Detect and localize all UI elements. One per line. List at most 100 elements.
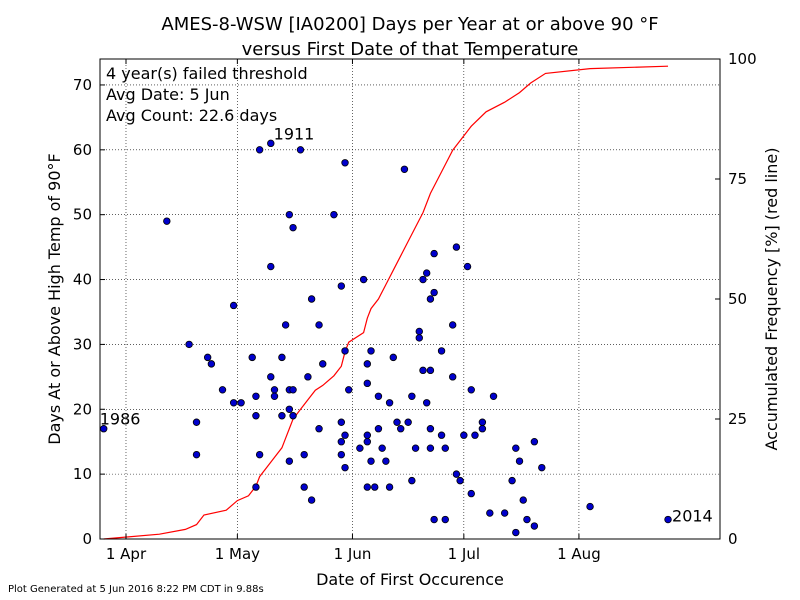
data-point <box>523 515 531 524</box>
data-point <box>319 360 327 368</box>
data-point <box>363 431 372 439</box>
data-point <box>281 321 290 329</box>
year-annotation: 1986 <box>100 410 141 429</box>
data-point <box>304 373 312 381</box>
y-tick-label: 40 <box>73 271 92 289</box>
y2-tick-label: 75 <box>728 170 747 188</box>
data-point <box>163 217 171 225</box>
data-point <box>363 483 372 491</box>
stats-avg-date: Avg Date: 5 Jun <box>106 85 230 104</box>
data-point <box>341 431 349 439</box>
data-point <box>423 269 431 277</box>
y2-tick-label: 50 <box>728 290 747 308</box>
data-point <box>508 476 516 485</box>
data-point <box>203 353 212 362</box>
data-point <box>270 386 279 394</box>
data-points <box>100 139 672 537</box>
data-point <box>382 457 390 465</box>
data-point <box>300 483 308 491</box>
data-point <box>252 412 260 420</box>
data-point <box>441 444 449 452</box>
data-point <box>252 392 260 400</box>
data-point <box>289 412 297 420</box>
year-annotation: 2014 <box>672 507 713 526</box>
grid-lines <box>100 59 720 540</box>
data-point <box>359 275 368 284</box>
y-tick-label: 50 <box>73 206 92 224</box>
data-point <box>452 243 461 251</box>
data-point <box>397 425 405 433</box>
data-point <box>489 392 498 400</box>
data-point <box>363 438 372 446</box>
data-point <box>315 321 323 329</box>
data-point <box>400 165 409 173</box>
data-point <box>300 450 308 459</box>
data-point <box>337 450 346 459</box>
data-point <box>330 210 338 219</box>
x-axis-ticks: 1 Apr 1 May 1 Jun 1 Jul 1 Aug <box>106 59 601 563</box>
y2-tick-label: 0 <box>728 530 738 548</box>
year-annotation: 1911 <box>274 124 315 143</box>
stats-avg-count: Avg Count: 22.6 days <box>106 106 277 125</box>
y-tick-label: 0 <box>82 530 92 548</box>
data-point <box>419 366 427 375</box>
data-point <box>337 282 346 290</box>
data-point <box>437 347 446 355</box>
data-point <box>345 386 353 394</box>
data-point <box>512 444 520 452</box>
data-point <box>463 262 472 271</box>
data-point <box>252 483 260 491</box>
data-point <box>415 327 423 336</box>
data-point <box>192 450 201 459</box>
data-point <box>367 457 375 465</box>
data-point <box>356 444 364 452</box>
x-tick-label: 1 Apr <box>106 545 147 563</box>
y2-tick-label: 25 <box>728 410 747 428</box>
data-point <box>415 334 423 342</box>
data-point <box>426 444 435 452</box>
data-point <box>207 360 216 368</box>
data-point <box>538 463 546 472</box>
data-point <box>423 399 431 407</box>
data-point <box>467 489 475 498</box>
data-point <box>426 295 435 303</box>
data-point <box>467 386 475 394</box>
data-point <box>419 275 427 284</box>
data-point <box>337 418 346 426</box>
x-tick-label: 1 Aug <box>557 545 601 563</box>
x-axis-label: Date of First Occurence <box>316 570 504 589</box>
data-point <box>441 515 449 524</box>
data-point <box>363 379 372 388</box>
data-point <box>448 321 457 329</box>
data-point <box>411 444 420 452</box>
x-tick-label: 1 May <box>215 545 260 563</box>
x-tick-label: 1 Jun <box>334 545 372 563</box>
data-point <box>512 528 520 537</box>
data-point <box>430 288 438 297</box>
chart-title-line2: versus First Date of that Temperature <box>242 39 579 60</box>
data-point <box>478 425 487 433</box>
data-point <box>426 366 435 375</box>
y-tick-label: 70 <box>73 76 92 94</box>
data-point <box>430 249 438 258</box>
y-tick-label: 10 <box>73 465 92 483</box>
data-point <box>363 360 372 368</box>
chart-title-line1: AMES-8-WSW [IA0200] Days per Year at or … <box>161 14 658 35</box>
data-point <box>267 373 275 381</box>
y2-tick-label: 100 <box>728 50 757 68</box>
data-point <box>285 210 294 219</box>
data-point <box>530 438 539 446</box>
data-point <box>289 386 297 394</box>
data-point <box>255 146 264 154</box>
data-point <box>404 418 412 426</box>
data-point <box>267 262 275 271</box>
data-point <box>270 392 279 400</box>
data-point <box>385 399 394 407</box>
y-axis-ticks: 0 10 20 30 40 50 60 70 <box>73 76 105 548</box>
data-point <box>374 425 383 433</box>
data-point <box>385 483 394 491</box>
y2-axis-ticks: 0 25 50 75 100 <box>715 50 757 548</box>
data-point <box>471 431 479 439</box>
data-point <box>278 353 286 362</box>
data-point <box>515 457 524 465</box>
